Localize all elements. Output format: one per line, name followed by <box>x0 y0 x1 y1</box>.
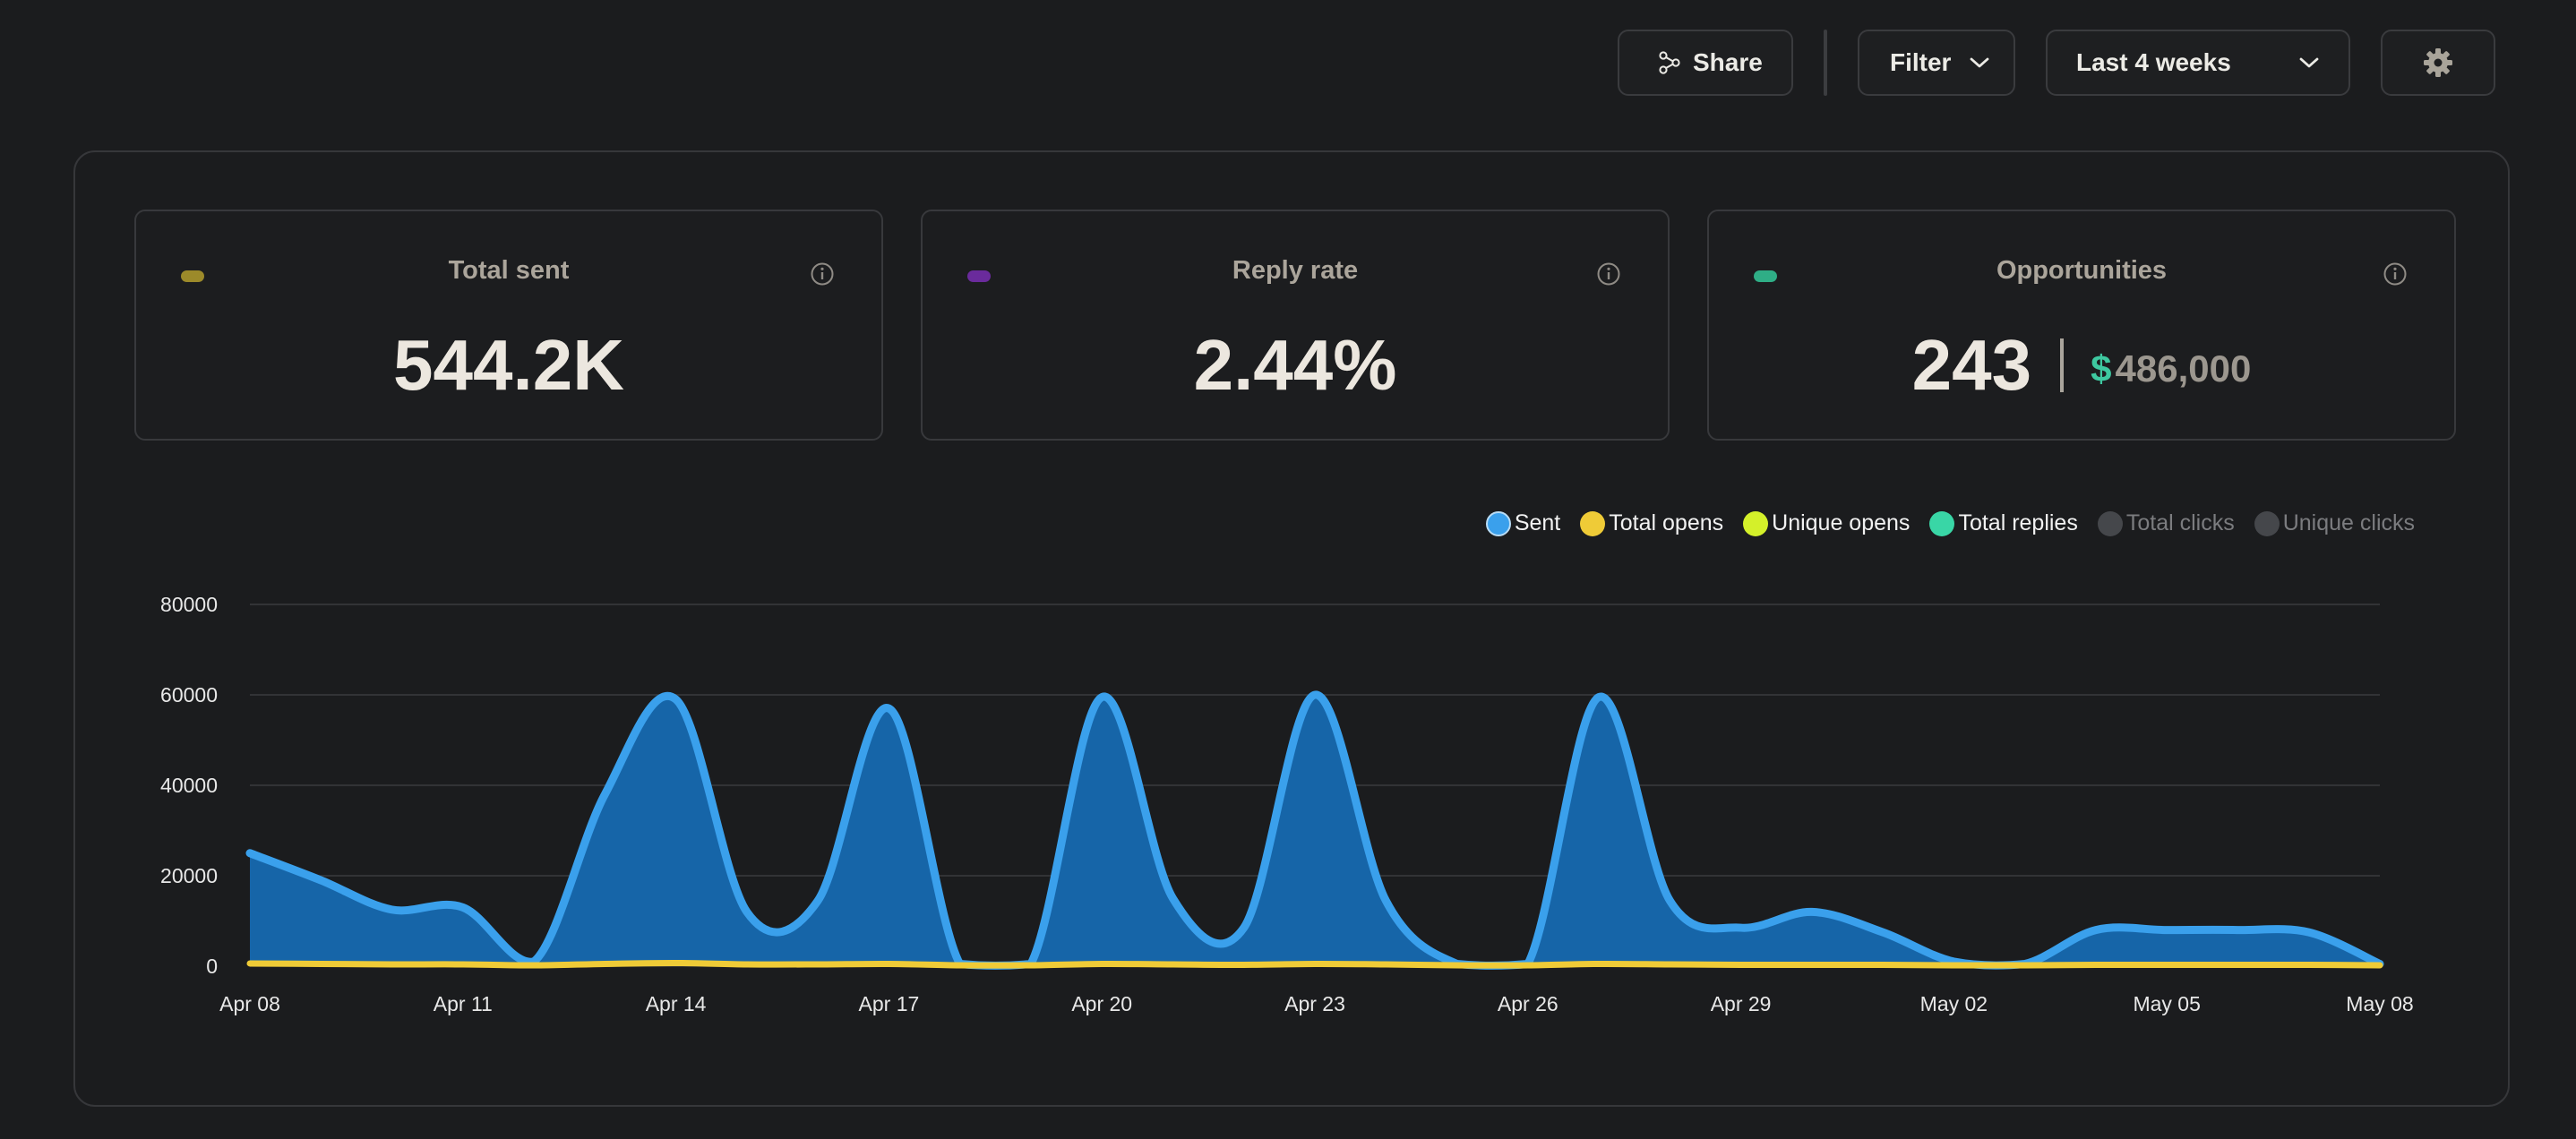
x-tick-label: Apr 23 <box>1284 992 1345 1015</box>
info-icon[interactable] <box>2383 261 2408 291</box>
x-tick-label: Apr 08 <box>219 992 280 1015</box>
stat-card-title: Total sent <box>448 256 570 285</box>
opportunities-value: 486,000 <box>2115 347 2252 390</box>
legend-item-total-clicks[interactable]: Total clicks <box>2097 510 2235 536</box>
analytics-panel: Total sent 544.2K Reply rate 2.44% Oppor… <box>73 150 2510 1107</box>
legend-item-unique-clicks[interactable]: Unique clicks <box>2254 510 2415 536</box>
filter-button[interactable]: Filter <box>1858 30 2015 96</box>
share-button-label: Share <box>1693 48 1763 76</box>
stat-card-title: Opportunities <box>1996 256 2168 285</box>
y-tick-label: 60000 <box>160 683 218 707</box>
legend-swatch <box>1743 510 1769 536</box>
legend-swatch <box>1929 510 1955 536</box>
stat-card-title: Reply rate <box>1232 256 1359 285</box>
toolbar: Share Filter Last 4 weeks <box>1618 29 2495 97</box>
accent-dot <box>181 270 204 282</box>
series-line-sent <box>245 690 2384 970</box>
settings-button[interactable] <box>2381 30 2495 96</box>
stat-card-total-sent: Total sent 544.2K <box>134 210 883 441</box>
legend-label: Unique clicks <box>2282 510 2415 535</box>
x-tick-label: May 02 <box>1920 992 1988 1015</box>
series-area-sent <box>250 694 2380 966</box>
stat-card-value: 544.2K <box>393 325 624 405</box>
y-tick-label: 0 <box>206 955 218 978</box>
x-tick-label: Apr 20 <box>1071 992 1132 1015</box>
chevron-down-icon <box>2298 56 2320 70</box>
series-line-total-opens <box>246 959 2383 969</box>
stat-cards: Total sent 544.2K Reply rate 2.44% Oppor… <box>134 210 2456 441</box>
share-nodes-icon <box>1657 50 1682 75</box>
x-tick-label: May 05 <box>2133 992 2200 1015</box>
x-tick-label: Apr 11 <box>434 992 493 1015</box>
x-tick-label: Apr 17 <box>859 992 920 1015</box>
date-range-label: Last 4 weeks <box>2076 48 2231 76</box>
dollar-sign: $ <box>2091 347 2112 390</box>
info-icon[interactable] <box>810 261 835 291</box>
opportunities-count: 243 <box>1911 325 2032 405</box>
gear-icon <box>2422 47 2454 79</box>
date-range-select[interactable]: Last 4 weeks <box>2046 30 2350 96</box>
stat-card-value: 2.44% <box>1193 325 1397 405</box>
legend-item-sent[interactable]: Sent <box>1485 510 1561 536</box>
filter-button-label: Filter <box>1890 48 1952 76</box>
legend-item-unique-opens[interactable]: Unique opens <box>1743 510 1910 536</box>
toolbar-divider <box>1824 30 1827 96</box>
legend-item-total-opens[interactable]: Total opens <box>1580 510 1723 536</box>
y-tick-label: 80000 <box>160 593 218 616</box>
stat-card-reply-rate: Reply rate 2.44% <box>921 210 1670 441</box>
chevron-down-icon <box>1969 56 1990 70</box>
legend-item-total-replies[interactable]: Total replies <box>1929 510 2078 536</box>
legend-swatch <box>2097 510 2123 536</box>
value-divider <box>2060 338 2065 392</box>
legend-label: Total replies <box>1958 510 2078 535</box>
share-button[interactable]: Share <box>1618 30 1793 96</box>
x-tick-label: Apr 29 <box>1711 992 1772 1015</box>
chart-legend: Sent Total opens Unique opens Total repl… <box>1485 510 2415 536</box>
legend-swatch <box>1485 510 1511 536</box>
x-tick-label: Apr 26 <box>1498 992 1558 1015</box>
stat-card-opportunities: Opportunities 243 $ 486,000 <box>1707 210 2456 441</box>
x-tick-label: May 08 <box>2346 992 2413 1015</box>
x-tick-label: Apr 14 <box>646 992 707 1015</box>
legend-swatch <box>2254 510 2280 536</box>
legend-label: Unique opens <box>1772 510 1911 535</box>
legend-label: Total clicks <box>2125 510 2235 535</box>
info-icon[interactable] <box>1596 261 1621 291</box>
legend-label: Total opens <box>1609 510 1724 535</box>
accent-dot <box>967 270 991 282</box>
legend-label: Sent <box>1514 510 1561 535</box>
legend-swatch <box>1580 510 1606 536</box>
y-tick-label: 40000 <box>160 774 218 797</box>
y-tick-label: 20000 <box>160 864 218 887</box>
opportunities-values: 243 $ 486,000 <box>1709 330 2454 401</box>
accent-dot <box>1754 270 1777 282</box>
